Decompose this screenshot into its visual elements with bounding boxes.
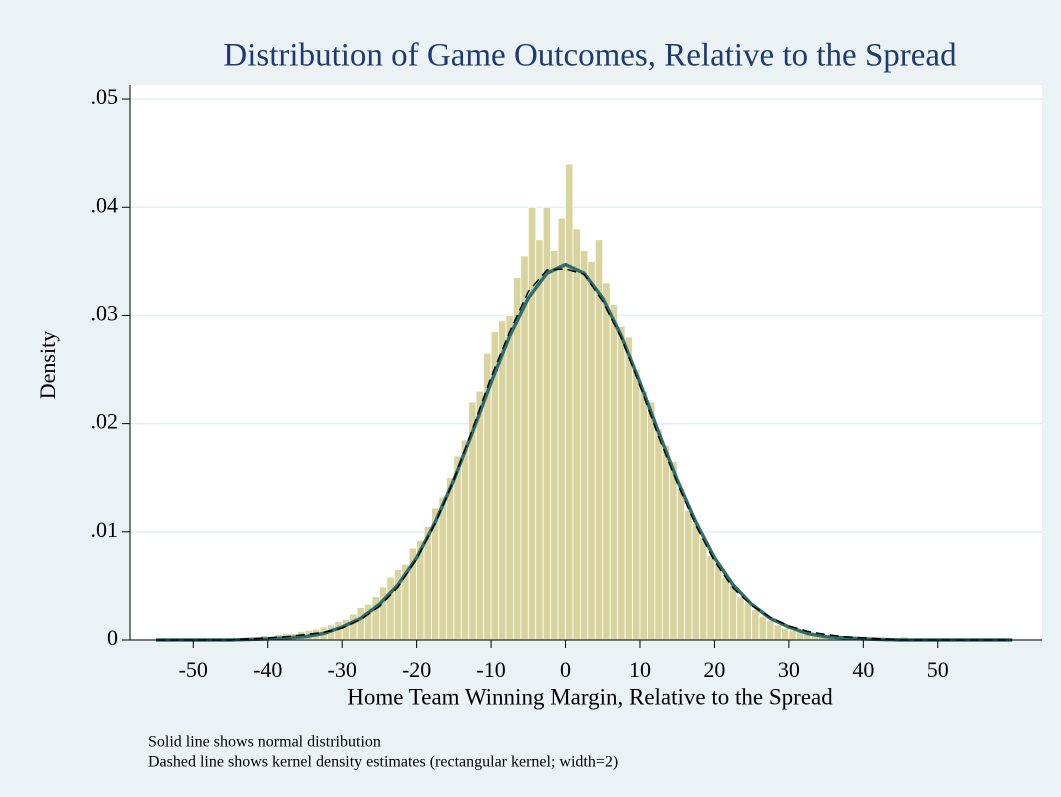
bar [669,461,678,641]
bar [654,428,663,641]
bar [446,477,455,641]
bar [475,390,485,641]
bar [706,555,715,641]
y-tick-label: .01 [91,517,119,542]
bar [379,586,388,641]
bar [587,260,596,641]
y-axis-label: Density [35,331,60,399]
bar [617,325,626,641]
bar [728,585,738,641]
note: Solid line shows normal distribution [148,734,381,751]
bar [751,609,760,641]
bar [386,576,395,641]
x-tick-label: 10 [629,657,651,682]
kernel-line [156,268,1013,641]
x-tick-label: 30 [778,657,800,682]
bar [766,620,775,641]
bar [714,563,723,641]
x-tick-label: 20 [703,657,725,682]
bar [557,217,566,641]
y-tick-label: .04 [91,192,119,217]
x-tick-label: -50 [179,657,208,682]
y-tick-label: .03 [91,300,119,325]
x-tick-label: 50 [927,657,949,682]
y-tick-label: .05 [91,84,119,109]
y-tick-label: .02 [91,409,119,434]
bar [535,239,544,641]
bar [699,536,708,641]
bar [736,596,745,641]
x-tick-label: -40 [253,657,282,682]
bar [565,163,574,641]
bar [572,228,581,641]
x-tick-label: -20 [402,657,431,682]
normal-line [156,262,1013,642]
note: Dashed line shows kernel density estimat… [148,754,618,771]
bar [632,369,641,641]
x-tick-label: 0 [560,657,571,682]
bar [550,250,559,641]
bar [609,304,619,641]
bar [639,390,648,641]
bar [438,496,447,641]
chart-title: Distribution of Game Outcomes, Relative … [223,38,957,74]
y-tick-label: 0 [107,625,118,650]
bar [781,627,790,641]
x-tick-label: -30 [328,657,357,682]
bar [505,315,514,641]
bar [453,455,462,641]
bar [498,320,507,641]
bar [647,401,656,641]
bar [773,624,782,641]
bar [758,615,767,641]
bar [624,336,633,641]
bar [349,613,358,641]
bar [691,522,700,641]
bar [788,629,797,641]
x-axis-label: Home Team Winning Margin, Relative to th… [347,684,833,709]
bar [684,509,693,641]
bar [676,488,686,641]
bar [460,439,470,641]
bar [356,607,365,641]
x-tick-label: -10 [476,657,505,682]
bar [602,282,611,641]
bar [580,250,589,641]
x-tick-label: 40 [852,657,874,682]
bar [721,576,730,641]
bar [661,444,671,641]
bar [743,601,753,641]
bar [527,206,537,641]
bar [513,277,522,641]
